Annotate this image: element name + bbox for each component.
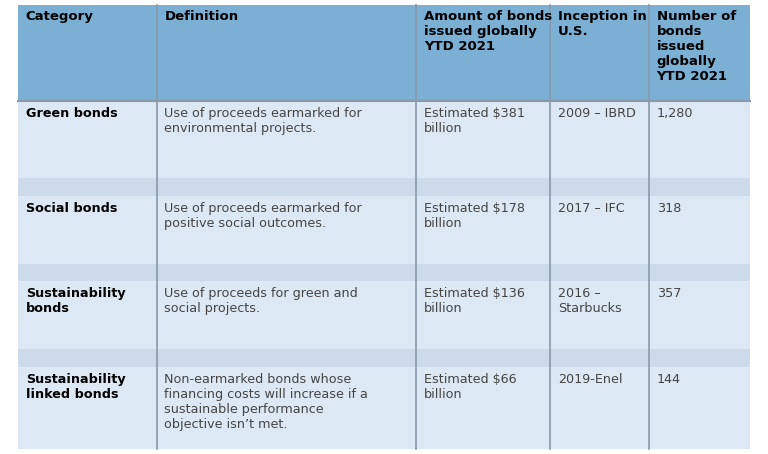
Bar [416, 5, 551, 101]
Bar [157, 349, 416, 367]
Bar [649, 367, 750, 449]
Text: Use of proceeds for green and
social projects.: Use of proceeds for green and social pro… [164, 287, 358, 315]
Bar [416, 264, 551, 281]
Text: 1,280: 1,280 [657, 107, 693, 120]
Bar [18, 264, 157, 281]
Text: 318: 318 [657, 202, 681, 215]
Text: Estimated $178
billion: Estimated $178 billion [424, 202, 525, 230]
Text: Sustainability
linked bonds: Sustainability linked bonds [25, 373, 125, 400]
Bar [551, 349, 649, 367]
Text: Estimated $66
billion: Estimated $66 billion [424, 373, 517, 400]
Bar [551, 5, 649, 101]
Text: Use of proceeds earmarked for
positive social outcomes.: Use of proceeds earmarked for positive s… [164, 202, 362, 230]
Bar [649, 101, 750, 178]
Text: Use of proceeds earmarked for
environmental projects.: Use of proceeds earmarked for environmen… [164, 107, 362, 135]
Bar [551, 264, 649, 281]
Bar [649, 196, 750, 264]
Text: Sustainability
bonds: Sustainability bonds [25, 287, 125, 315]
Text: 357: 357 [657, 287, 681, 300]
Bar [416, 196, 551, 264]
Bar [649, 349, 750, 367]
Text: 2016 –
Starbucks: 2016 – Starbucks [558, 287, 622, 315]
Bar [649, 264, 750, 281]
Bar [157, 367, 416, 449]
Text: 144: 144 [657, 373, 680, 385]
Text: Green bonds: Green bonds [25, 107, 118, 120]
Bar [18, 367, 157, 449]
Bar [18, 5, 157, 101]
Bar [649, 5, 750, 101]
Bar [551, 178, 649, 196]
Bar [18, 281, 157, 349]
Bar [416, 349, 551, 367]
Text: Estimated $381
billion: Estimated $381 billion [424, 107, 525, 135]
Bar [551, 196, 649, 264]
Text: Number of
bonds
issued
globally
YTD 2021: Number of bonds issued globally YTD 2021 [657, 10, 736, 84]
Bar [551, 101, 649, 178]
Text: Definition: Definition [164, 10, 239, 24]
Bar [416, 367, 551, 449]
Bar [551, 367, 649, 449]
Text: 2017 – IFC: 2017 – IFC [558, 202, 625, 215]
Bar [157, 281, 416, 349]
Bar [416, 101, 551, 178]
Bar [18, 101, 157, 178]
Bar [157, 264, 416, 281]
Bar [157, 178, 416, 196]
Text: 2009 – IBRD: 2009 – IBRD [558, 107, 636, 120]
Text: Category: Category [25, 10, 94, 24]
Bar [551, 281, 649, 349]
Bar [416, 281, 551, 349]
Bar [157, 5, 416, 101]
Bar [157, 196, 416, 264]
Bar [18, 178, 157, 196]
Bar [649, 281, 750, 349]
Text: Amount of bonds
issued globally
YTD 2021: Amount of bonds issued globally YTD 2021 [424, 10, 552, 54]
Text: Social bonds: Social bonds [25, 202, 117, 215]
Text: Inception in
U.S.: Inception in U.S. [558, 10, 647, 39]
Text: 2019-Enel: 2019-Enel [558, 373, 623, 385]
Bar [649, 178, 750, 196]
Text: Estimated $136
billion: Estimated $136 billion [424, 287, 525, 315]
Bar [157, 101, 416, 178]
Bar [416, 178, 551, 196]
Text: Non-earmarked bonds whose
financing costs will increase if a
sustainable perform: Non-earmarked bonds whose financing cost… [164, 373, 369, 431]
Bar [18, 196, 157, 264]
Bar [18, 349, 157, 367]
